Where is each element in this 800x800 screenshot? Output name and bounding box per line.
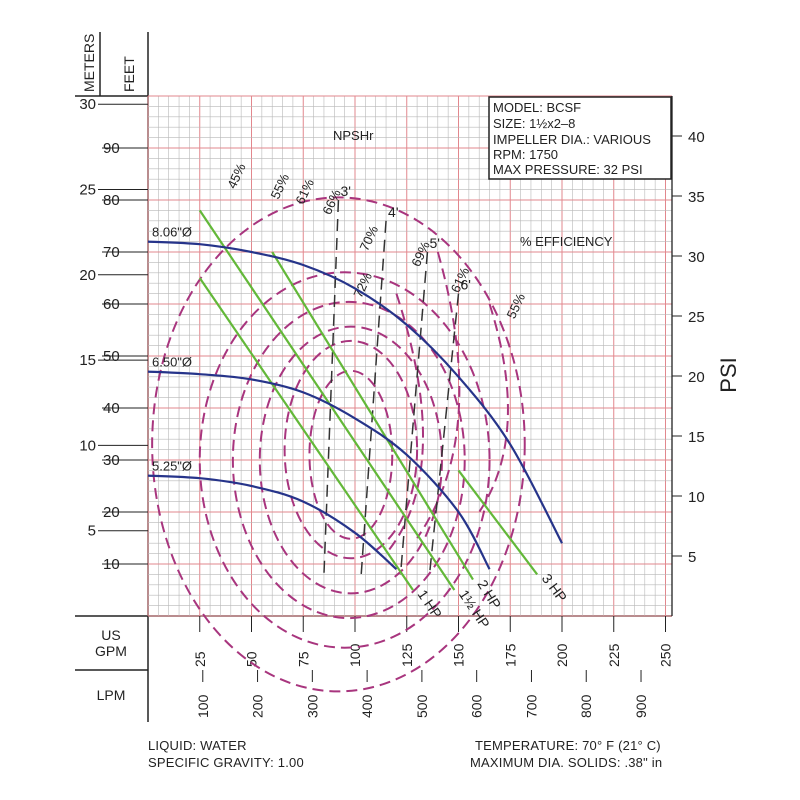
max-pressure-text: MAX PRESSURE: 32 PSI [493,162,643,177]
lpm-tick-label: 200 [250,694,266,718]
meters-tick-label: 5 [88,523,96,540]
gpm-tick-label: 175 [502,643,518,667]
gpm-tick-label: 25 [192,651,208,667]
impeller-curve [147,370,491,570]
psi-tick-label: 10 [688,489,705,506]
gpm-axis-label-gpm: GPM [95,643,127,659]
lpm-tick-label: 700 [523,694,539,718]
feet-tick-label: 20 [103,504,120,521]
efficiency-curve [283,339,419,560]
meters-tick-label: 15 [79,352,96,369]
efficiency-value-label: 45% [224,161,249,191]
lpm-tick-label: 500 [414,694,430,718]
feet-tick-label: 80 [103,192,120,209]
gpm-tick-label: 225 [606,643,622,667]
efficiency-curve-right [385,293,424,555]
npshr-lines: 3' 4' 5' 6' [323,183,471,575]
horsepower-lines: 1 HP 1½ HP2 HP 3 HP [198,209,571,631]
npshr-line [360,220,387,575]
gpm-tick-label: 125 [399,643,415,667]
psi-tick-label: 5 [688,549,696,566]
gpm-tick-label: 100 [347,643,363,667]
model-text: MODEL: BCSF [493,100,581,115]
meters-tick-label: 30 [79,96,96,113]
efficiency-value-label: 55% [268,171,293,201]
impeller-curve [147,240,563,544]
psi-axis-label: PSI [716,357,741,392]
psi-tick-label: 40 [688,129,705,146]
gpm-axis-label-us: US [101,627,120,643]
psi-tick-label: 35 [688,189,705,206]
efficiency-label: % EFFICIENCY [520,234,613,249]
efficiency-curve [308,369,394,540]
efficiency-value-label: 55% [504,291,529,321]
model-info-box: MODEL: BCSF SIZE: 1½x2–8 IMPELLER DIA.: … [488,96,672,180]
impeller-curves: 8.06"Ø 6.50"Ø 5.25"Ø [147,225,563,571]
efficiency-curve-right [416,251,461,539]
efficiency-value-label: 70% [357,223,382,253]
gpm-tick-label: 200 [554,643,570,667]
liquid-text: LIQUID: WATER [148,738,247,753]
lpm-tick-label: 900 [633,694,649,718]
npshr-label: NPSHr [333,128,374,143]
psi-tick-label: 30 [688,249,705,266]
meters-tick-label: 25 [79,182,96,199]
temperature-text: TEMPERATURE: 70° F (21° C) [475,738,661,753]
efficiency-curve [231,300,466,620]
rpm-text: RPM: 1750 [493,147,558,162]
hp-line [198,209,456,591]
feet-tick-label: 30 [103,452,120,469]
psi-tick-label: 25 [688,309,705,326]
size-text: SIZE: 1½x2–8 [493,116,575,131]
meters-tick-label: 10 [79,437,96,454]
psi-tick-label: 20 [688,369,705,386]
npshr-line [323,199,340,575]
feet-tick-label: 50 [103,348,120,365]
efficiency-curve [198,271,491,649]
impeller-curve-label: 8.06"Ø [152,225,192,240]
feet-tick-label: 10 [103,556,120,573]
efficiency-curve-right [478,303,509,513]
feet-tick-label: 40 [103,400,120,417]
gpm-tick-label: 250 [658,643,674,667]
gpm-tick-label: 150 [451,643,467,667]
npshr-line-label: 3' [340,183,350,199]
gpm-tick-label: 50 [244,651,260,667]
psi-tick-label: 15 [688,429,705,446]
max-solids-text: MAXIMUM DIA. SOLIDS: .38" in [470,755,663,770]
npshr-line [399,251,429,575]
lpm-tick-label: 100 [195,694,211,718]
gpm-tick-label: 75 [295,651,311,667]
lpm-tick-label: 800 [578,694,594,718]
efficiency-curve [151,196,526,693]
meters-tick-label: 20 [79,267,96,284]
lpm-tick-label: 400 [359,694,375,718]
efficiency-curves: 45% 55% 61% 66%70%72%69%61%55% [151,161,529,693]
impeller-curve-label: 5.25"Ø [152,459,192,474]
specific-gravity-text: SPECIFIC GRAVITY: 1.00 [148,755,304,770]
axis-ticks: 10 20 30 40 50 60 70 80 90 5 10 15 20 25 30 5 10 15 20 25 30… [79,96,704,718]
feet-tick-label: 90 [103,140,120,157]
hp-line [457,469,539,576]
efficiency-value-label: 72% [350,270,375,300]
npshr-line-label: 4' [388,204,398,220]
impeller-text: IMPELLER DIA.: VARIOUS [493,132,651,147]
lpm-axis-label: LPM [97,687,126,703]
impeller-curve [147,474,398,571]
feet-axis-label: FEET [121,56,137,92]
lpm-tick-label: 600 [469,694,485,718]
feet-tick-label: 60 [103,296,120,313]
hp-line [198,277,414,591]
npshr-line-label: 6' [461,277,471,293]
hp-line [271,251,474,581]
npshr-line [428,293,460,575]
npshr-line-label: 5' [429,235,439,251]
feet-tick-label: 70 [103,244,120,261]
efficiency-curve [258,325,443,595]
impeller-curve-label: 6.50"Ø [152,355,192,370]
lpm-tick-label: 300 [304,694,320,718]
meters-axis-label: METERS [81,34,97,92]
hp-line-label: 3 HP [539,571,571,605]
